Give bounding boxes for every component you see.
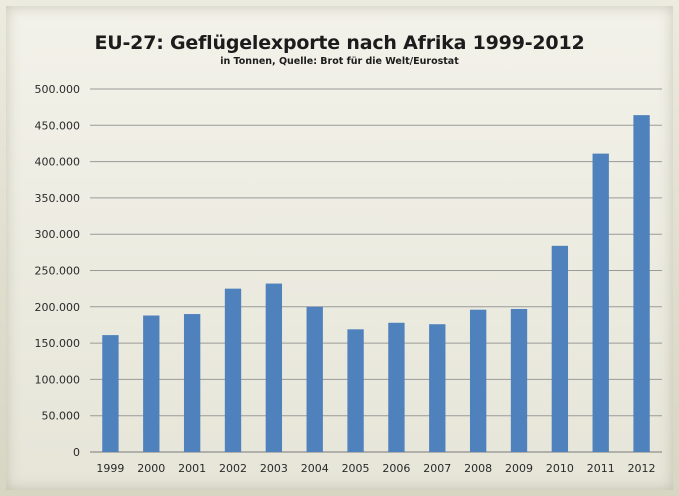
- bar-2004: [306, 306, 323, 452]
- y-tick-label: 100.000: [35, 373, 81, 386]
- bar-2005: [347, 329, 364, 452]
- x-tick-labels: 1999 2000 2001 2002 2003 2004 2005 2006 2007 2008…: [96, 462, 655, 475]
- x-tick-label: 2001: [178, 462, 206, 475]
- bar-2003: [265, 283, 283, 452]
- x-tick-label: 2011: [587, 462, 615, 475]
- bar-2001: [183, 314, 201, 452]
- y-tick-label: 450.000: [35, 119, 81, 132]
- y-tick-label: 500.000: [35, 83, 81, 96]
- bar-2002: [224, 288, 242, 452]
- y-tick-label: 200.000: [35, 301, 81, 314]
- gridlines: [90, 88, 662, 453]
- y-tick-labels: 0 50.000 100.000 150.000 200.000 250.000 300.0…: [35, 83, 81, 459]
- x-tick-label: 2002: [219, 462, 247, 475]
- bar-1999: [102, 335, 119, 452]
- y-tick-label: 300.000: [35, 228, 81, 241]
- x-tick-label: 2008: [464, 462, 492, 475]
- y-tick-label: 350.000: [35, 192, 81, 205]
- y-tick-label: 50.000: [42, 410, 81, 423]
- chart-subtitle: in Tonnen, Quelle: Brot für die Welt/Eur…: [220, 56, 459, 67]
- bar-2007: [429, 324, 446, 452]
- x-tick-label: 2010: [546, 462, 574, 475]
- bar-2008: [469, 309, 487, 452]
- x-tick-label: 2007: [423, 462, 451, 475]
- x-tick-label: 2009: [505, 462, 533, 475]
- y-tick-label: 0: [73, 446, 80, 459]
- y-tick-label: 150.000: [35, 337, 81, 350]
- x-tick-label: 1999: [96, 462, 124, 475]
- bar-2009: [510, 308, 528, 452]
- bar-2006: [388, 322, 405, 452]
- bars: [102, 115, 650, 453]
- bar-2012: [633, 115, 650, 453]
- y-tick-label: 400.000: [35, 156, 81, 169]
- x-tick-label: 2000: [137, 462, 165, 475]
- y-tick-label: 250.000: [35, 265, 81, 278]
- x-tick-label: 2006: [382, 462, 410, 475]
- bar-2010: [551, 245, 569, 452]
- x-tick-label: 2003: [260, 462, 288, 475]
- x-tick-label: 2012: [628, 462, 656, 475]
- x-tick-label: 2004: [301, 462, 329, 475]
- bar-2011: [592, 153, 609, 452]
- x-tick-label: 2005: [342, 462, 370, 475]
- chart-title: EU-27: Geflügelexporte nach Afrika 1999-…: [94, 32, 585, 54]
- bar-2000: [143, 315, 160, 452]
